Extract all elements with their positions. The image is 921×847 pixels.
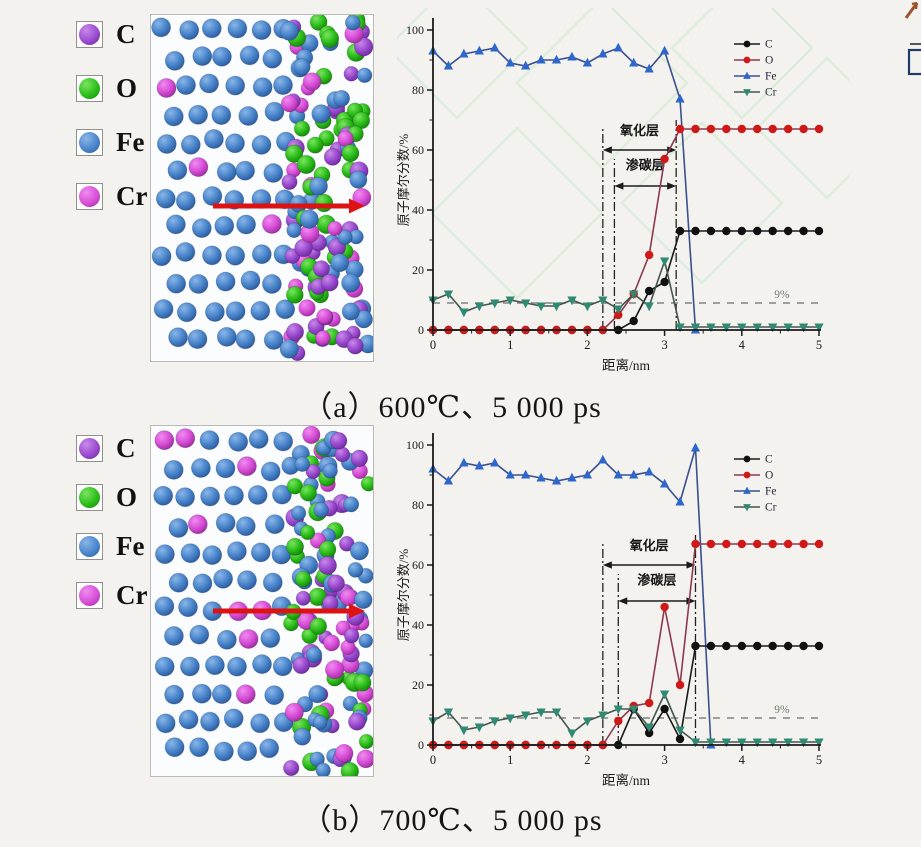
y-tick-label: 100 <box>406 23 424 37</box>
molecular-snapshot-image <box>153 426 373 776</box>
atom-legend-item-c: C <box>76 434 147 462</box>
atom-field <box>151 15 373 361</box>
x-tick-label: 5 <box>816 338 822 352</box>
y-tick-label: 60 <box>412 143 424 157</box>
chart-legend-label: Fe <box>765 486 777 498</box>
chart-legend: CO Fe Cr <box>734 39 777 99</box>
atom-legend-label: C <box>116 432 136 463</box>
panel-caption: （b）700℃、5 000 ps <box>301 804 603 837</box>
series-Cr <box>428 690 824 748</box>
y-tick-label: 20 <box>412 678 424 692</box>
y-axis-label: 原子摩尔分数/% <box>397 134 411 227</box>
atom-legend-item-fe: Fe <box>76 532 147 560</box>
probe-direction-arrow <box>213 603 365 619</box>
x-tick-label: 5 <box>816 753 822 767</box>
page-edge-artifact <box>904 1 921 76</box>
reference-line-9pct: 9% <box>433 704 819 719</box>
layer-label: 渗碳层 <box>637 573 676 588</box>
atom-legend-label: C <box>116 18 136 49</box>
x-tick-label: 2 <box>584 753 590 767</box>
y-tick-label: 80 <box>412 498 424 512</box>
chart-legend-label: O <box>765 470 773 482</box>
cr-atom-icon <box>76 182 103 210</box>
chart-legend: CO Fe Cr <box>734 454 777 514</box>
atom-legend-item-c: C <box>76 20 147 48</box>
chart-legend-label: C <box>765 39 773 51</box>
x-axis-label: 距离/nm <box>602 772 651 788</box>
y-tick-label: 20 <box>412 263 424 277</box>
x-tick-label: 4 <box>739 753 746 767</box>
x-tick-label: 1 <box>507 753 513 767</box>
y-tick-label: 0 <box>418 323 424 337</box>
o-atom-icon <box>76 483 103 511</box>
chart-legend-label: Cr <box>765 502 777 514</box>
atom-legend-label: O <box>116 72 138 103</box>
molecular-snapshot <box>150 425 374 777</box>
atom-legend-item-cr: Cr <box>76 581 147 609</box>
series-Fe <box>428 442 716 749</box>
x-tick-label: 0 <box>430 338 436 352</box>
axes: 0 20 40 60 80 100 0 1 2 3 4 5 <box>406 433 822 767</box>
x-tick-label: 0 <box>430 753 436 767</box>
y-tick-label: 0 <box>418 738 424 752</box>
molecular-snapshot-image <box>151 15 373 361</box>
axes: 0 20 40 60 80 100 0 1 2 3 4 5 <box>406 18 822 352</box>
layer-label: 氧化层 <box>629 538 669 553</box>
reference-line-9pct: 9% <box>433 289 819 304</box>
probe-direction-arrow <box>213 198 365 214</box>
series-C <box>428 226 824 335</box>
x-tick-label: 3 <box>661 753 667 767</box>
y-tick-label: 60 <box>412 558 424 572</box>
x-tick-label: 2 <box>584 338 590 352</box>
y-tick-label: 40 <box>412 203 424 217</box>
chart-legend-label: C <box>765 454 773 466</box>
layer-label: 氧化层 <box>619 123 659 138</box>
x-tick-label: 3 <box>661 338 667 352</box>
series-O <box>428 124 824 335</box>
atom-legend-label: Cr <box>116 579 148 610</box>
o-atom-icon <box>76 74 103 102</box>
chart-legend-label: Cr <box>765 87 777 99</box>
molecular-snapshot <box>150 14 374 362</box>
c-atom-icon <box>76 434 103 462</box>
layer-label: 渗碳层 <box>626 158 665 173</box>
atom-legend-item-cr: Cr <box>76 182 147 210</box>
y-tick-label: 40 <box>412 618 424 632</box>
series-Cr <box>428 257 824 333</box>
x-tick-label: 4 <box>739 338 746 352</box>
c-atom-icon <box>76 20 103 48</box>
panel-caption: （a）600℃、5 000 ps <box>302 391 602 424</box>
cr-atom-icon <box>76 581 103 609</box>
atom-legend-item-o: O <box>76 74 147 102</box>
series-C <box>428 641 824 750</box>
chart-legend-label: O <box>765 55 773 67</box>
series-O <box>428 539 824 750</box>
chart-legend-label: Fe <box>765 71 777 83</box>
atom-legend-item-o: O <box>76 483 147 511</box>
atom-legend-label: Cr <box>116 180 148 211</box>
x-tick-label: 1 <box>507 338 513 352</box>
y-tick-label: 80 <box>412 83 424 97</box>
atom-field <box>153 426 373 776</box>
y-axis-label: 原子摩尔分数/% <box>397 549 411 642</box>
atom-color-legend: C O Fe Cr <box>76 434 147 609</box>
svg-text:9%: 9% <box>774 289 790 301</box>
atom-color-legend: C O Fe Cr <box>76 20 147 210</box>
x-axis-label: 距离/nm <box>602 357 651 373</box>
atom-legend-label: Fe <box>116 126 145 157</box>
fe-atom-icon <box>76 128 103 156</box>
y-tick-label: 100 <box>406 438 424 452</box>
fe-atom-icon <box>76 532 103 560</box>
watermark-pattern <box>397 8 849 300</box>
atom-legend-item-fe: Fe <box>76 128 147 156</box>
atom-legend-label: Fe <box>116 530 145 561</box>
atom-legend-label: O <box>116 481 138 512</box>
svg-text:9%: 9% <box>774 704 790 716</box>
